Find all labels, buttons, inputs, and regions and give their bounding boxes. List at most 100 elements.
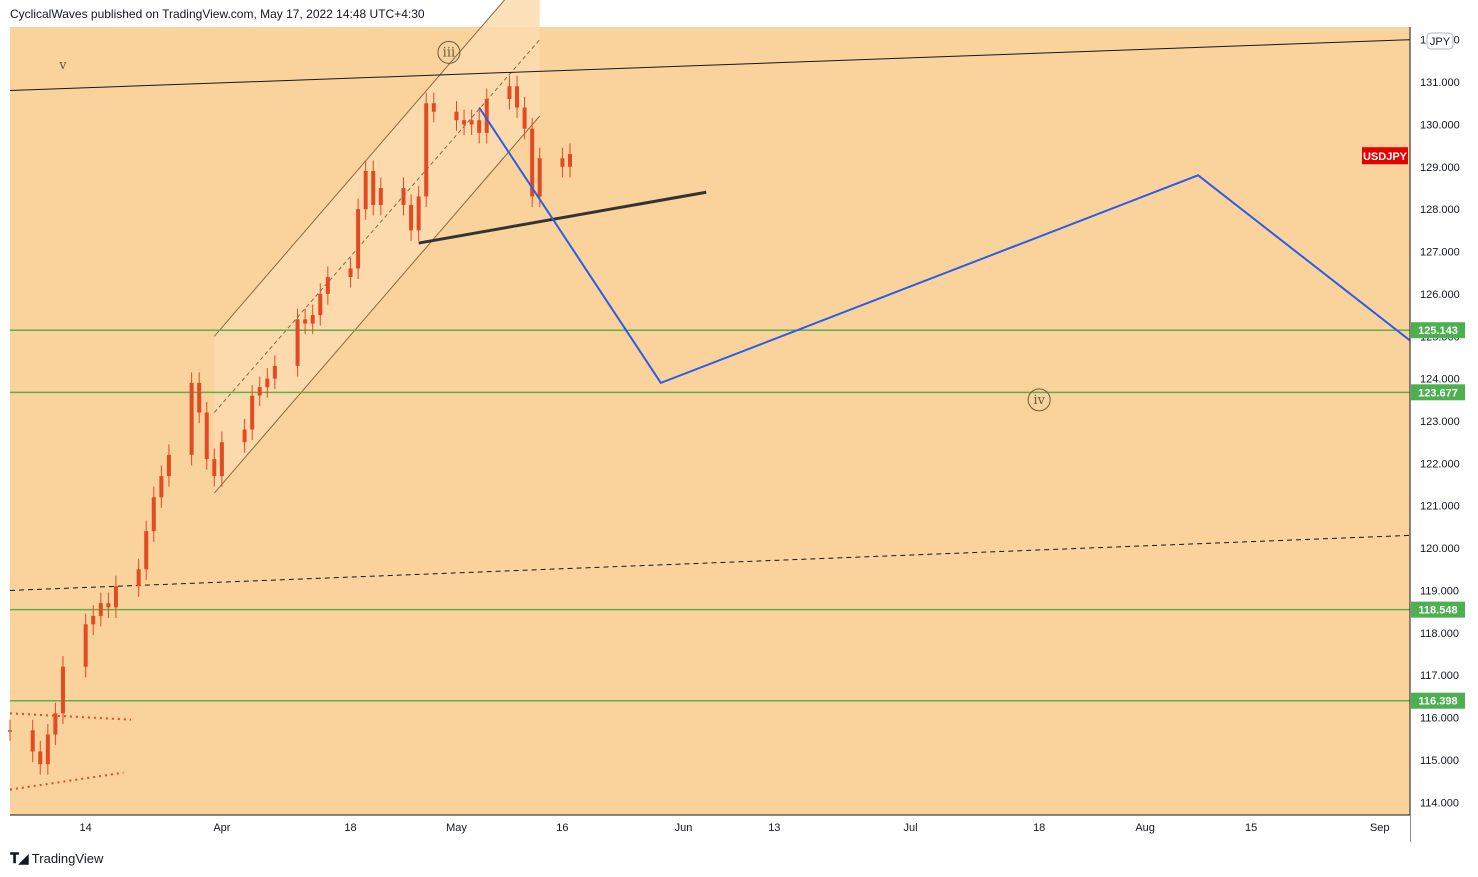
- candle-body-25: [272, 365, 277, 379]
- x-tick-label: 18: [1033, 822, 1045, 834]
- x-tick-label: Aug: [1135, 822, 1155, 834]
- candle-body-20: [219, 442, 224, 477]
- candle-body-35: [378, 187, 383, 205]
- wave-labels: v iii iv: [58, 40, 1051, 412]
- candle-body-11: [136, 569, 141, 587]
- projection-path[interactable]: [478, 106, 1411, 385]
- candle-body-31: [348, 268, 353, 277]
- candle-body-47: [515, 86, 520, 108]
- candle-body-49: [530, 128, 535, 197]
- y-tick-label: 114.000: [1420, 797, 1459, 809]
- candle-body-32: [356, 209, 361, 269]
- candle-body-15: [166, 454, 171, 477]
- y-tick-label: 119.000: [1420, 585, 1459, 597]
- brand-name: TradingView: [31, 851, 104, 866]
- y-tick-label: 123.000: [1420, 416, 1460, 428]
- y-tick-label: 122.000: [1420, 458, 1460, 470]
- y-tick-label: 128.000: [1420, 204, 1460, 216]
- dotted-line-0: [9, 712, 132, 721]
- x-tick-label: May: [446, 822, 467, 834]
- candle-body-3: [45, 734, 50, 765]
- time-axis-background[interactable]: [10, 815, 1410, 842]
- price-tags: 125.143 123.677 118.548 116.398 USDJPY JPY: [1362, 32, 1465, 709]
- candle-body-30: [325, 276, 330, 294]
- candle-body-4: [53, 713, 58, 735]
- candle-body-21: [242, 429, 247, 443]
- candle-body-27: [303, 319, 308, 324]
- candle-body-36: [401, 187, 406, 205]
- candle-body-16: [189, 382, 194, 455]
- candle-body-9: [106, 603, 111, 608]
- currency-badge-bg: [1426, 32, 1454, 50]
- y-tick-label: 121.000: [1420, 501, 1460, 513]
- wave-label-iii: iii: [443, 45, 455, 60]
- y-tick-label: 124.000: [1420, 374, 1460, 386]
- rising-channel[interactable]: [213, 0, 541, 494]
- channel-fill: [214, 0, 540, 494]
- candle-body-17: [197, 382, 202, 413]
- publish-info: CyclicalWaves published on TradingView.c…: [10, 7, 425, 21]
- candle-body-43: [469, 120, 474, 125]
- tradingview-logo-icon: 𝐓◢: [10, 850, 29, 866]
- level-tag-bg-3: [1411, 692, 1465, 709]
- candle-body-45: [484, 99, 489, 133]
- price-axis-ticks: 114.000 115.000 116.000 117.000 118.000 119.0…: [1420, 35, 1460, 810]
- candle-body-29: [318, 293, 323, 316]
- time-axis-ticks: 14 Apr 18 May 16 Jun 13 Jul 18 Aug 15 Sep: [80, 822, 1390, 834]
- price-candles: [8, 75, 572, 775]
- y-tick-label: 129.000: [1420, 162, 1460, 174]
- channel-lower-line: [213, 115, 541, 494]
- candle-body-8: [98, 603, 103, 616]
- channel-middle-line: [213, 39, 541, 413]
- candle-body-10: [113, 586, 118, 608]
- level-tag-label: 123.677: [1418, 387, 1458, 399]
- projection-line: [478, 106, 1411, 385]
- wave-circle-iii: [437, 40, 461, 64]
- channel-upper-line: [213, 0, 506, 337]
- candle-body-44: [477, 120, 482, 133]
- wave-circle-iv: [1027, 388, 1051, 412]
- level-tag-label: 125.143: [1418, 325, 1458, 337]
- y-tick-label: 127.000: [1420, 247, 1460, 259]
- candle-body-28: [310, 315, 315, 324]
- candle-body-52: [568, 154, 572, 167]
- y-tick-label: 120.000: [1420, 543, 1460, 555]
- horizontal-levels[interactable]: [10, 329, 1410, 702]
- x-tick-label: Jun: [675, 822, 693, 834]
- candle-body-38: [416, 196, 421, 231]
- candle-body-5: [60, 666, 65, 714]
- wave-label-v: v: [58, 58, 67, 73]
- x-tick-label: 14: [80, 822, 92, 834]
- candle-body-7: [91, 615, 96, 625]
- wave-label-iv: iv: [1033, 393, 1045, 408]
- dotted-line-1: [9, 771, 124, 791]
- x-tick-label: 15: [1245, 822, 1257, 834]
- y-tick-label: 126.000: [1420, 289, 1460, 301]
- candle-body-34: [371, 171, 376, 205]
- candle-body-19: [212, 459, 217, 477]
- candle-body-39: [424, 103, 429, 197]
- candle-body-13: [151, 497, 156, 532]
- level-tag-label: 118.548: [1418, 605, 1457, 617]
- candle-body-50: [537, 158, 542, 197]
- level-tag-bg-2: [1411, 601, 1465, 618]
- footer-brand: 𝐓◢ TradingView: [10, 850, 103, 867]
- candle-body-2: [38, 751, 43, 765]
- y-tick-label: 118.000: [1420, 628, 1459, 640]
- candle-body-0: [8, 730, 12, 732]
- candle-body-18: [204, 412, 209, 460]
- candle-body-26: [295, 319, 300, 366]
- y-tick-label: 116.000: [1420, 713, 1459, 725]
- x-tick-label: 16: [556, 822, 568, 834]
- candle-body-48: [522, 107, 527, 129]
- trend-line-resistance: [9, 39, 1411, 92]
- candle-body-51: [560, 158, 565, 167]
- level-tag-bg-0: [1411, 322, 1465, 339]
- trend-lines[interactable]: [9, 39, 1411, 791]
- candle-body-41: [454, 111, 459, 121]
- x-tick-label: Sep: [1370, 822, 1390, 834]
- candle-body-12: [144, 531, 149, 570]
- candle-body-23: [257, 387, 262, 396]
- symbol-tag-label: USDJPY: [1363, 151, 1408, 163]
